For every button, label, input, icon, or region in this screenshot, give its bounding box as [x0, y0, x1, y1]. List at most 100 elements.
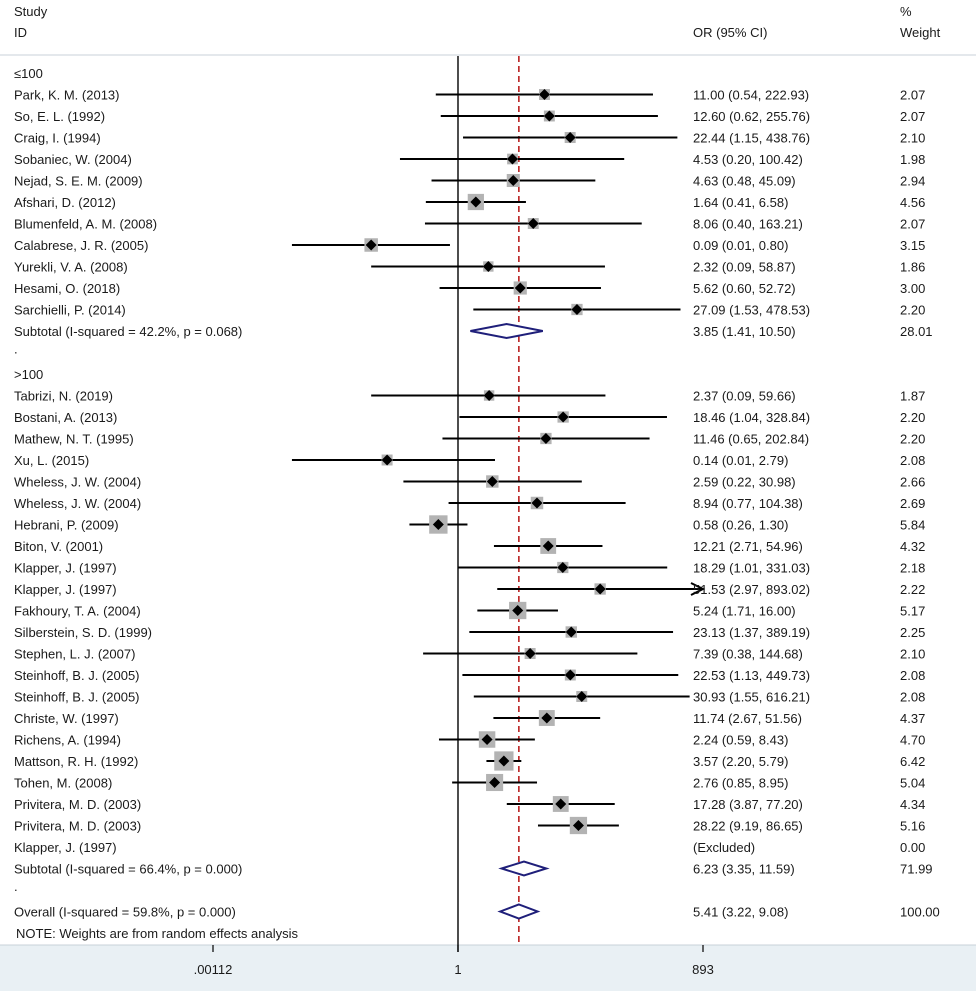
ci-value: 27.09 (1.53, 478.53)	[693, 303, 810, 318]
point-estimate	[538, 89, 550, 100]
weight-value: 4.32	[900, 539, 925, 554]
weight-value: 0.00	[900, 840, 925, 855]
study-label: Wheless, J. W. (2004)	[14, 475, 141, 490]
point-estimate	[564, 669, 576, 681]
point-estimate	[541, 712, 553, 724]
point-estimate	[482, 261, 494, 272]
ci-value: 2.59 (0.22, 30.98)	[693, 475, 796, 490]
weight-value: 5.17	[900, 604, 925, 619]
header-study: Study	[14, 4, 48, 19]
study-label: Silberstein, S. D. (1999)	[14, 625, 152, 640]
point-estimate	[470, 196, 482, 208]
subtotal-label: Subtotal (I-squared = 42.2%, p = 0.068)	[14, 324, 242, 339]
study-label: Yurekli, V. A. (2008)	[14, 260, 128, 275]
weight-value: 2.20	[900, 303, 925, 318]
ci-value: 0.09 (0.01, 0.80)	[693, 238, 788, 253]
point-estimate	[481, 734, 493, 745]
x-tick-label: 1	[454, 962, 461, 977]
ci-value: 2.76 (0.85, 8.95)	[693, 776, 788, 791]
weight-value: 2.10	[900, 131, 925, 146]
ci-value: 22.44 (1.15, 438.76)	[693, 131, 810, 146]
study-label: Tabrizi, N. (2019)	[14, 389, 113, 404]
weight-value: 3.15	[900, 238, 925, 253]
study-label: Hebrani, P. (2009)	[14, 518, 119, 533]
subtotal-diamond	[498, 860, 550, 877]
ci-value: (Excluded)	[693, 840, 755, 855]
ci-value: 18.46 (1.04, 328.84)	[693, 410, 810, 425]
weight-value: 2.07	[900, 109, 925, 124]
header-pct: %	[900, 4, 912, 19]
weight-value: 2.08	[900, 668, 925, 683]
ci-value: 11.00 (0.54, 222.93)	[693, 88, 809, 103]
weight-value: 2.22	[900, 582, 925, 597]
x-tick-label: .00112	[194, 962, 233, 977]
x-axis-band	[0, 945, 976, 991]
header-id: ID	[14, 25, 27, 40]
point-estimate	[365, 239, 377, 251]
ci-value: 2.37 (0.09, 59.66)	[693, 389, 796, 404]
weight-value: 3.00	[900, 281, 925, 296]
weight-value: 2.10	[900, 647, 925, 662]
point-estimate	[571, 304, 583, 315]
weight-value: 2.20	[900, 432, 925, 447]
weight-value: 1.87	[900, 389, 925, 404]
header-or: OR (95% CI)	[693, 25, 767, 40]
point-estimate	[524, 648, 536, 659]
point-estimate	[432, 519, 444, 530]
study-label: Wheless, J. W. (2004)	[14, 496, 141, 511]
ci-value: 5.24 (1.71, 16.00)	[693, 604, 796, 619]
point-estimate	[594, 583, 606, 595]
point-estimate	[507, 175, 519, 186]
study-label: Tohen, M. (2008)	[14, 776, 112, 791]
ci-value: 3.85 (1.41, 10.50)	[693, 324, 796, 339]
ci-value: 17.28 (3.87, 77.20)	[693, 797, 803, 812]
overall-diamond	[497, 903, 541, 920]
study-label: Blumenfeld, A. M. (2008)	[14, 217, 157, 232]
weight-value: 71.99	[900, 862, 933, 877]
study-label: Bostani, A. (2013)	[14, 410, 117, 425]
point-estimate	[498, 755, 510, 767]
point-estimate	[564, 132, 576, 143]
weight-value: 2.07	[900, 88, 925, 103]
ci-value: 12.21 (2.71, 54.96)	[693, 539, 803, 554]
ci-value: 2.32 (0.09, 58.87)	[693, 260, 796, 275]
weight-value: 2.08	[900, 453, 925, 468]
point-estimate	[531, 497, 543, 509]
ci-value: 11.46 (0.65, 202.84)	[693, 432, 809, 447]
ci-value: 5.41 (3.22, 9.08)	[693, 905, 788, 920]
study-label: Privitera, M. D. (2003)	[14, 797, 141, 812]
note-text: NOTE: Weights are from random effects an…	[16, 926, 299, 941]
point-estimate	[555, 798, 567, 810]
weight-value: 4.56	[900, 195, 925, 210]
study-label: Stephen, L. J. (2007)	[14, 647, 135, 662]
point-estimate	[576, 691, 588, 702]
ci-value: 30.93 (1.55, 616.21)	[693, 690, 810, 705]
study-label: Mattson, R. H. (1992)	[14, 754, 138, 769]
study-label: Sobaniec, W. (2004)	[14, 152, 132, 167]
point-estimate	[486, 476, 498, 487]
study-label: Richens, A. (1994)	[14, 733, 121, 748]
weight-value: 6.42	[900, 754, 925, 769]
header-weight: Weight	[900, 25, 941, 40]
overall-label: Overall (I-squared = 59.8%, p = 0.000)	[14, 905, 236, 920]
ci-value: 5.62 (0.60, 52.72)	[693, 281, 796, 296]
ci-value: 4.53 (0.20, 100.42)	[693, 152, 803, 167]
point-estimate	[572, 820, 584, 831]
weight-value: 2.69	[900, 496, 925, 511]
point-estimate	[543, 110, 555, 122]
study-label: Nejad, S. E. M. (2009)	[14, 174, 143, 189]
ci-arrow	[690, 582, 706, 596]
study-label: Mathew, N. T. (1995)	[14, 432, 134, 447]
subtotal-diamond	[470, 322, 543, 340]
ci-value: 8.06 (0.40, 163.21)	[693, 217, 803, 232]
point-estimate	[506, 153, 518, 165]
subtotal-label: Subtotal (I-squared = 66.4%, p = 0.000)	[14, 862, 242, 877]
weight-value: 28.01	[900, 324, 933, 339]
weight-value: 100.00	[900, 905, 940, 920]
study-label: Klapper, J. (1997)	[14, 840, 117, 855]
group-label: ≤100	[14, 66, 43, 81]
ci-value: 0.14 (0.01, 2.79)	[693, 453, 788, 468]
study-label: Biton, V. (2001)	[14, 539, 103, 554]
study-label: Xu, L. (2015)	[14, 453, 89, 468]
weight-value: 2.25	[900, 625, 925, 640]
